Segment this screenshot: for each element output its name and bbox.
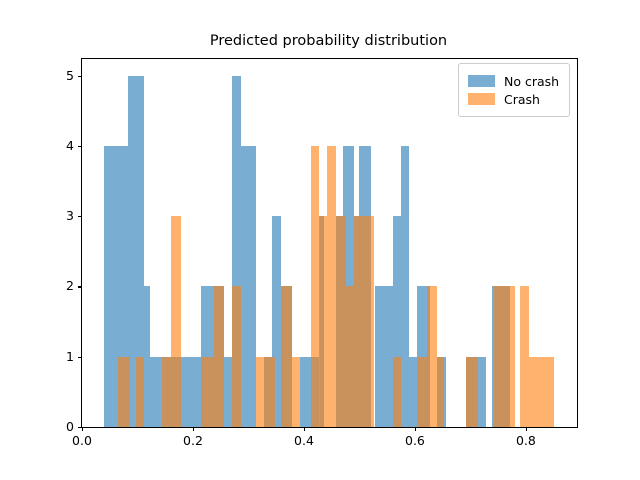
histogram-bar-segment [493, 286, 515, 427]
legend-item-no-crash: No crash [468, 73, 561, 89]
y-tick-mark [78, 427, 82, 429]
y-tick-mark [78, 286, 82, 288]
y-tick-label: 5 [66, 67, 74, 83]
histogram-bar-segment [231, 286, 241, 427]
x-tick-label: 0.4 [294, 433, 314, 448]
x-tick-label: 0.2 [183, 433, 203, 448]
legend-label-no-crash: No crash [504, 73, 560, 89]
histogram-bar-segment [392, 216, 402, 427]
y-tick-label: 0 [66, 419, 74, 434]
histogram-bar-segment [200, 356, 215, 427]
histogram-bar-segment [346, 286, 354, 427]
histogram-bar-segment [437, 356, 444, 427]
histogram-bar-segment [280, 286, 293, 427]
histogram-bar-segment [241, 145, 257, 427]
histogram-bar-segment [319, 216, 327, 427]
histogram-bar-segment [161, 356, 171, 427]
legend-item-crash: Crash [468, 91, 561, 107]
y-tick-mark [78, 145, 82, 148]
plot-area: 0.0 0.2 0.4 0.6 0.8 0 1 2 3 4 5 No crash Crash [66, 58, 578, 448]
histogram-bar-segment [466, 356, 478, 427]
histogram-bar-segment [292, 356, 301, 427]
histogram-bar-segment [255, 356, 275, 427]
histogram-bar-segment [519, 286, 529, 427]
histogram-bar-segment [401, 145, 409, 427]
histogram-bar-segment [214, 286, 225, 427]
x-tick-label: 0.0 [72, 433, 92, 448]
y-tick-mark [78, 216, 82, 218]
y-tick-label: 3 [66, 208, 74, 224]
y-tick-label: 2 [66, 278, 74, 294]
histogram-bar-segment [311, 145, 320, 427]
x-tick-mark [303, 427, 306, 431]
histogram-bar-segment [353, 216, 375, 427]
histogram-bar-segment [427, 286, 438, 427]
histogram-bar-segment [118, 356, 131, 427]
legend-label-crash: Crash [504, 91, 540, 107]
x-tick-label: 0.6 [405, 433, 425, 448]
histogram-bar-segment [417, 356, 428, 427]
chart-title: Predicted probability distribution [209, 33, 448, 49]
y-tick-mark [78, 75, 82, 77]
histogram-bar-segment [392, 356, 402, 427]
histogram-bar-segment [336, 216, 347, 427]
x-tick-mark [82, 427, 84, 431]
histogram-bar-segment [408, 356, 418, 427]
x-tick-mark [414, 427, 417, 431]
histogram-bar-segment [143, 286, 151, 427]
histogram-bar-segment [232, 75, 242, 427]
histogram-bars [82, 59, 577, 427]
histogram-bar-segment [375, 286, 393, 427]
histogram-bar-segment [342, 145, 354, 427]
histogram-bar-segment [103, 145, 128, 427]
histogram-bar-segment [127, 75, 144, 427]
legend: No crash Crash [458, 63, 570, 117]
x-tick-label: 0.8 [515, 433, 536, 448]
no-crash-swatch [468, 75, 495, 87]
histogram-bar-segment [135, 356, 145, 427]
crash-swatch [468, 93, 495, 105]
histogram-bar-segment [272, 216, 282, 427]
histogram-bar-segment [224, 356, 233, 427]
x-tick-mark [192, 427, 195, 431]
y-tick-mark [78, 356, 82, 358]
histogram-bar-segment [528, 356, 554, 427]
histogram-bar-segment [170, 216, 181, 427]
histogram-bar-segment [326, 145, 337, 427]
y-tick-label: 4 [66, 137, 74, 153]
x-tick-mark [525, 427, 528, 431]
y-tick-label: 1 [66, 348, 74, 364]
